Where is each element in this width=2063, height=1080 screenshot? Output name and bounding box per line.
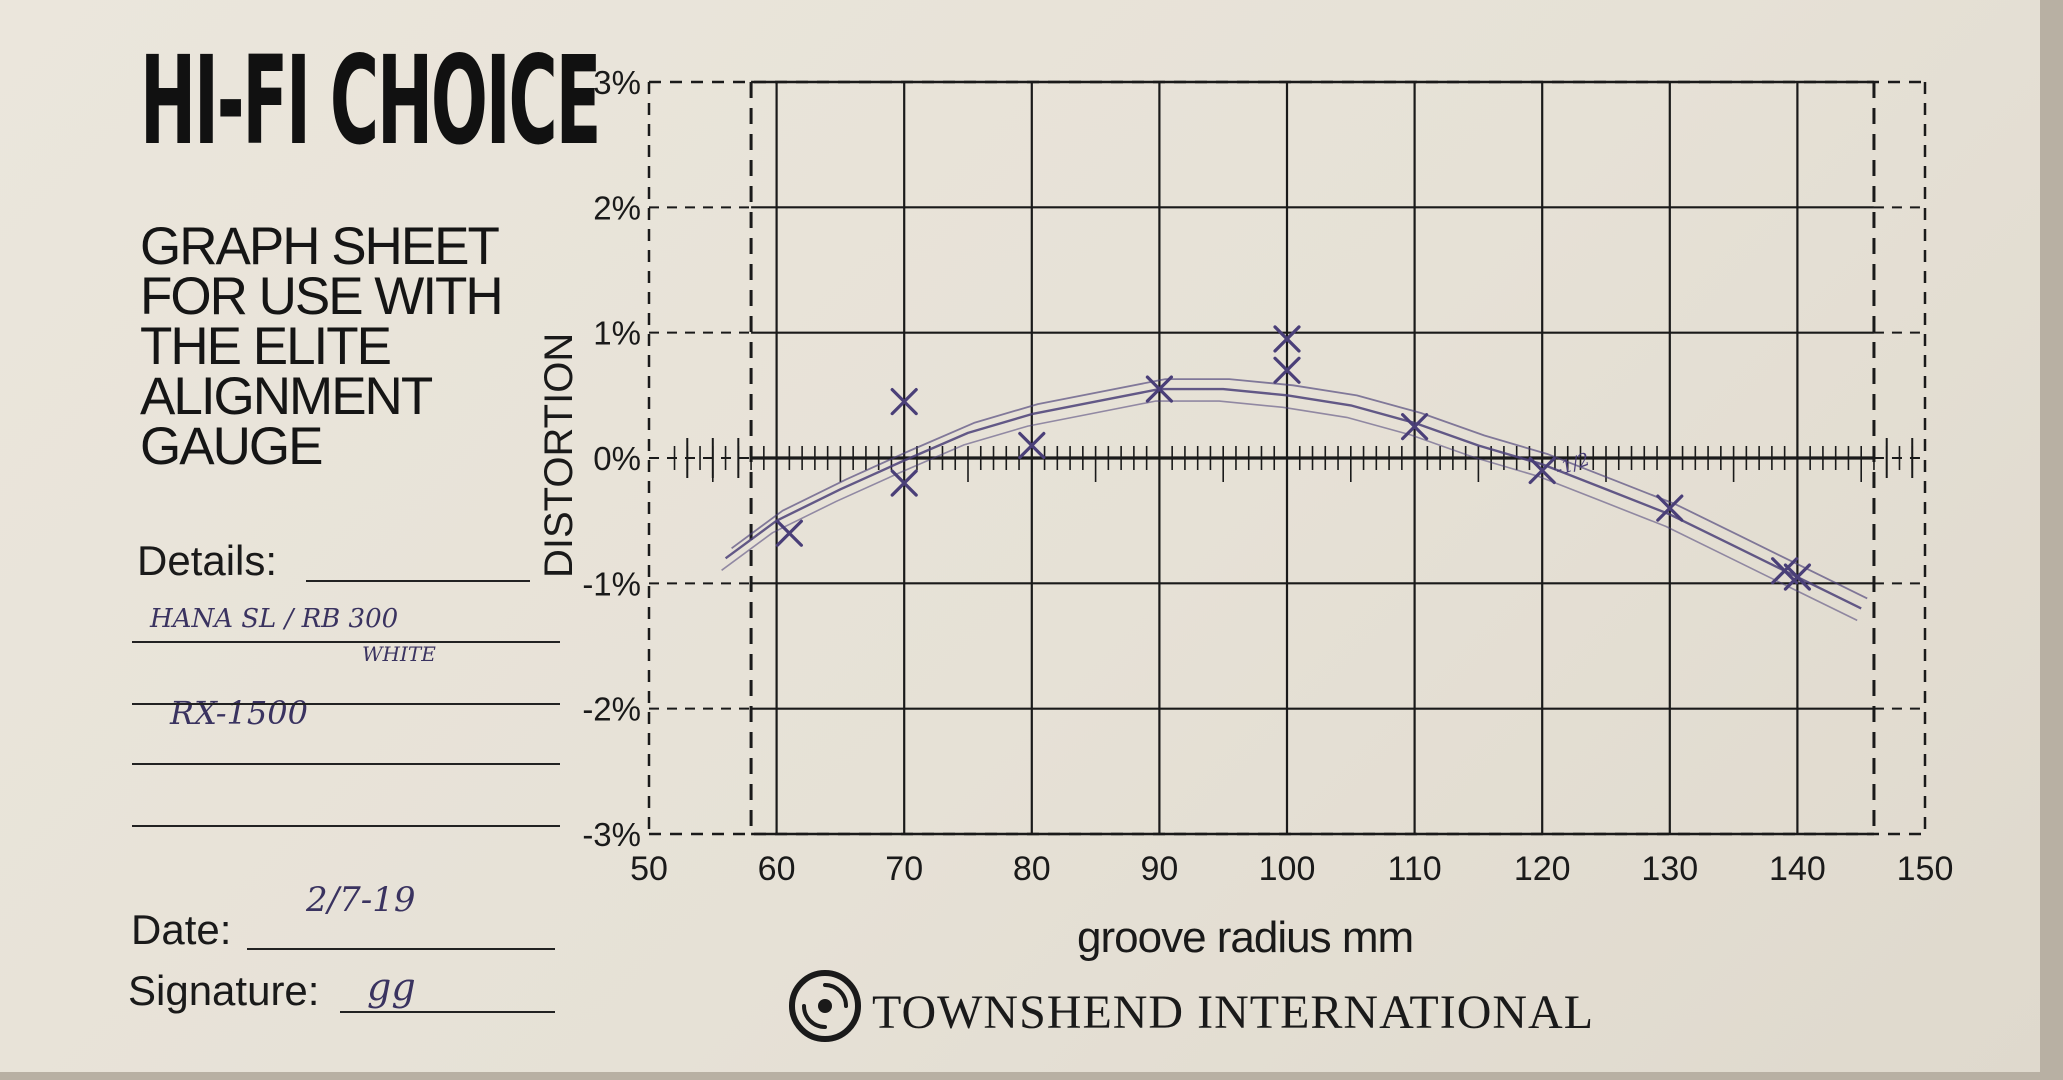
data-point [1771, 557, 1799, 585]
data-point-stroke [1771, 557, 1799, 585]
y-tick-label: -2% [582, 691, 641, 728]
data-point-stroke [775, 519, 803, 547]
signature-label: Signature: [128, 967, 320, 1014]
x-axis-label: groove radius mm [1077, 913, 1414, 962]
data-point [1145, 375, 1174, 403]
data-point-stroke [1656, 494, 1684, 522]
data-point-stroke [1018, 431, 1046, 460]
x-tick-label: 90 [1140, 850, 1178, 888]
data-point-stroke [890, 469, 918, 497]
details-handwritten-2: WHITE [362, 642, 436, 666]
sheet-title-line: GRAPH SHEET [140, 217, 500, 276]
y-tick-label: 0% [593, 440, 641, 477]
details-label: Details: [137, 537, 278, 584]
x-tick-label: 110 [1387, 850, 1441, 888]
date-line [247, 948, 555, 950]
x-tick-label: 60 [758, 850, 796, 888]
y-tick-label: -1% [582, 565, 641, 602]
data-point-stroke [1400, 413, 1429, 441]
details-line [132, 763, 560, 765]
sheet-title-line: THE ELITE [140, 317, 392, 376]
sheet-title-line: GAUGE [140, 417, 323, 476]
x-tick-label: 130 [1641, 850, 1698, 888]
data-point-stroke [1145, 375, 1174, 403]
fitted-curve-pass [721, 400, 1858, 622]
data-point-stroke [1783, 563, 1812, 591]
x-tick-label: 100 [1259, 850, 1316, 888]
data-point [1273, 356, 1301, 384]
details-line [132, 641, 560, 643]
data-point [1400, 413, 1429, 441]
fitted-curve-pass [731, 378, 1868, 600]
data-point-stroke [1528, 456, 1556, 485]
y-tick-label: 1% [593, 315, 641, 352]
y-tick-label: 2% [593, 189, 641, 226]
data-point [890, 388, 918, 416]
data-point-stroke [890, 388, 918, 416]
x-tick-label: 70 [885, 850, 923, 888]
date-label: Date: [131, 906, 232, 953]
x-tick-label: 80 [1013, 850, 1051, 888]
data-point-stroke [1273, 325, 1301, 353]
data-point [1528, 456, 1556, 485]
details-handwritten-1: HANA SL / RB 300 [150, 604, 399, 634]
details-line [132, 825, 560, 827]
signature-line [340, 1011, 555, 1013]
data-point [1018, 431, 1046, 460]
fitted-curve [724, 387, 1862, 610]
data-point [890, 469, 918, 497]
chart-annotation: -1/2 [1553, 449, 1593, 481]
company-name: TOWNSHEND INTERNATIONAL [872, 986, 1595, 1039]
details-handwritten-3: RX-1500 [170, 694, 308, 732]
sheet-title: GRAPH SHEET FOR USE WITH THE ELITE ALIGN… [140, 217, 540, 476]
data-point [1273, 325, 1301, 353]
brand-logo: HI-FI CHOICE [140, 30, 601, 172]
signature-value: gg [367, 965, 416, 1009]
y-tick-label: -3% [582, 816, 641, 853]
data-point [775, 519, 803, 547]
data-point [1783, 563, 1812, 591]
x-tick-label: 140 [1769, 850, 1826, 888]
x-tick-label: 150 [1897, 850, 1954, 888]
data-point [1656, 494, 1684, 522]
data-point-stroke [1273, 356, 1301, 384]
details-line [132, 703, 560, 705]
x-tick-label: 50 [630, 850, 668, 888]
details-line [306, 580, 530, 582]
sheet-title-line: ALIGNMENT [140, 367, 433, 426]
y-tick-label: 3% [593, 64, 641, 101]
swirl-logo-icon [789, 970, 861, 1042]
x-tick-label: 120 [1514, 850, 1571, 888]
sheet-title-line: FOR USE WITH [140, 267, 504, 326]
date-value: 2/7-19 [306, 880, 416, 920]
y-axis-label: DISTORTION [537, 333, 581, 578]
